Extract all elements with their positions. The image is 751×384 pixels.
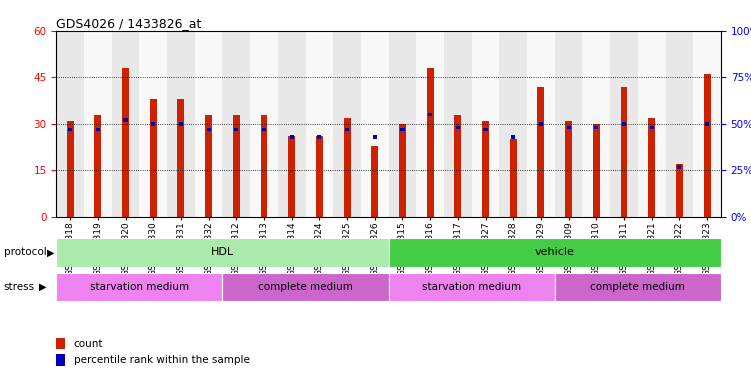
Bar [96,127,100,131]
Bar [261,114,267,217]
Bar [288,136,295,217]
Bar [333,31,361,217]
Bar [389,31,416,217]
Bar [482,121,489,217]
Bar [316,136,323,217]
Bar [278,31,306,217]
Bar [499,31,527,217]
Bar [151,122,155,126]
Bar [345,127,349,131]
Bar [234,127,238,131]
Bar [555,273,721,301]
Bar [250,31,278,217]
Bar [84,31,112,217]
Bar [444,31,472,217]
Bar [566,121,572,217]
Text: ▶: ▶ [39,282,47,292]
Bar [56,354,65,366]
Bar [454,114,461,217]
Bar [389,273,555,301]
Bar [122,68,129,217]
Text: GDS4026 / 1433826_at: GDS4026 / 1433826_at [56,17,202,30]
Bar [538,87,544,217]
Bar [400,127,405,131]
Bar [67,121,74,217]
Text: ▶: ▶ [47,247,55,257]
Bar [527,31,555,217]
Bar [290,135,294,139]
Bar [593,124,600,217]
Bar [306,31,333,217]
Text: stress: stress [4,282,35,292]
Text: complete medium: complete medium [590,282,686,292]
Bar [472,31,499,217]
Text: vehicle: vehicle [535,247,575,258]
Text: starvation medium: starvation medium [90,282,189,292]
Bar [95,114,101,217]
Bar [140,31,167,217]
Text: protocol: protocol [4,247,47,257]
Bar [704,74,710,217]
Bar [222,31,250,217]
Bar [650,126,654,129]
Bar [262,127,266,131]
Bar [510,139,517,217]
Bar [361,31,389,217]
Bar [555,31,583,217]
Bar [371,146,379,217]
Text: percentile rank within the sample: percentile rank within the sample [74,355,249,365]
Bar [622,122,626,126]
Bar [56,238,389,267]
Bar [207,127,211,131]
Bar [676,164,683,217]
Bar [222,273,389,301]
Text: count: count [74,339,103,349]
Bar [318,135,321,139]
Bar [344,118,351,217]
Bar [389,238,721,267]
Bar [195,31,222,217]
Bar [372,135,377,139]
Bar [123,118,128,122]
Bar [56,31,84,217]
Bar [68,127,72,131]
Bar [205,114,212,217]
Bar [539,122,543,126]
Text: complete medium: complete medium [258,282,353,292]
Bar [693,31,721,217]
Bar [416,31,444,217]
Bar [167,31,195,217]
Bar [648,118,655,217]
Bar [177,99,185,217]
Bar [179,122,183,126]
Bar [484,127,487,131]
Bar [620,87,628,217]
Bar [638,31,665,217]
Bar [594,126,599,129]
Bar [149,99,157,217]
Bar [56,338,65,349]
Bar [665,31,693,217]
Bar [610,31,638,217]
Bar [233,114,240,217]
Bar [428,113,433,116]
Bar [566,126,571,129]
Bar [399,124,406,217]
Bar [56,273,222,301]
Text: HDL: HDL [211,247,234,258]
Bar [511,135,515,139]
Bar [112,31,140,217]
Bar [456,126,460,129]
Bar [583,31,610,217]
Text: starvation medium: starvation medium [422,282,521,292]
Bar [427,68,433,217]
Bar [705,122,709,126]
Bar [677,165,681,169]
